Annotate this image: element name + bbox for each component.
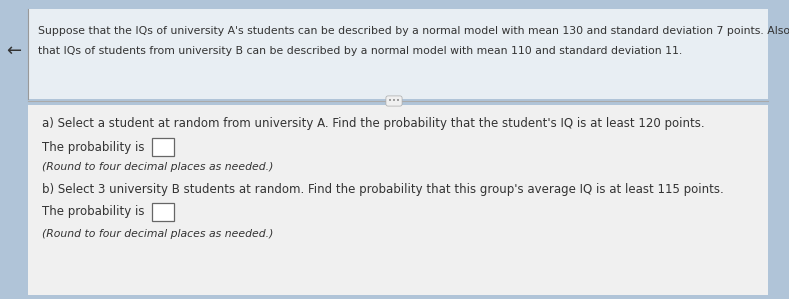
Bar [152, 203, 174, 221]
Bar [152, 138, 174, 156]
Text: b) Select 3 university B students at random. Find the probability that this grou: b) Select 3 university B students at ran… [42, 182, 724, 196]
Text: ←: ← [6, 42, 21, 60]
Text: (Round to four decimal places as needed.): (Round to four decimal places as needed.… [42, 162, 273, 172]
Text: The probability is: The probability is [42, 141, 144, 153]
Text: that IQs of students from university B can be described by a normal model with m: that IQs of students from university B c… [38, 46, 682, 56]
Text: (Round to four decimal places as needed.): (Round to four decimal places as needed.… [42, 229, 273, 239]
FancyBboxPatch shape [28, 105, 768, 295]
Text: a) Select a student at random from university A. Find the probability that the s: a) Select a student at random from unive… [42, 118, 705, 130]
Text: Suppose that the IQs of university A's students can be described by a normal mod: Suppose that the IQs of university A's s… [38, 26, 789, 36]
Text: •••: ••• [388, 98, 400, 104]
FancyBboxPatch shape [28, 9, 768, 99]
Text: The probability is: The probability is [42, 205, 144, 219]
